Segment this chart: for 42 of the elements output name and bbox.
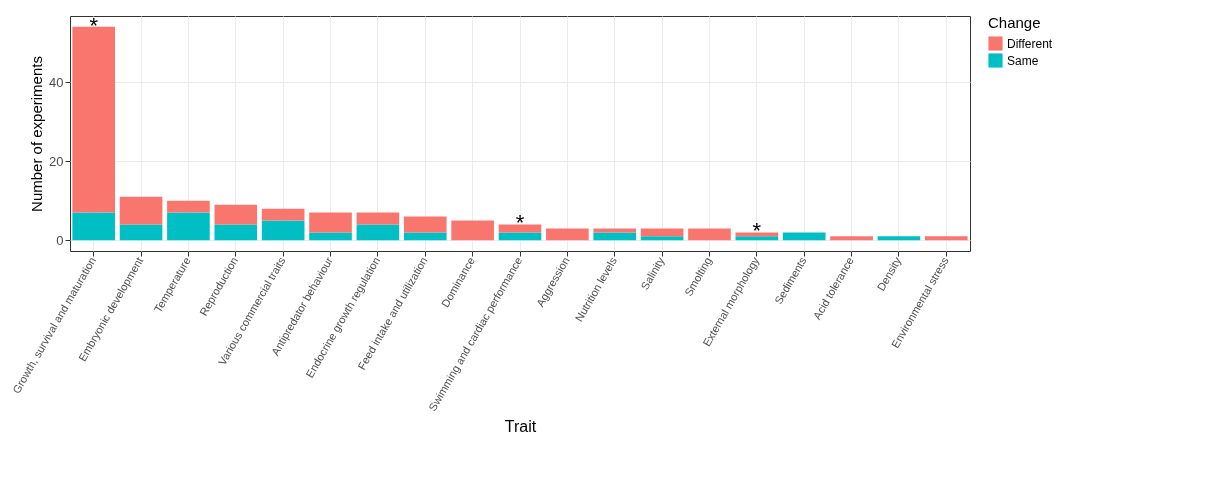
- bar: [72, 26, 115, 213]
- legend-label: Same: [1007, 53, 1039, 68]
- annotation: *: [515, 210, 525, 236]
- bar: [167, 200, 210, 213]
- bar: [830, 236, 873, 241]
- bar: [735, 236, 779, 241]
- bar: [403, 232, 447, 241]
- bar: [546, 228, 589, 241]
- bar: [403, 216, 447, 233]
- legend-label: Different: [1007, 36, 1053, 51]
- bar: [72, 212, 115, 241]
- bar: [261, 220, 305, 241]
- bar: [119, 196, 163, 225]
- bar: [167, 212, 210, 241]
- x-axis-title: Trait: [504, 417, 537, 435]
- bar: [640, 236, 684, 241]
- bar: [593, 232, 637, 241]
- bar: [451, 220, 494, 241]
- bar: [261, 208, 305, 221]
- bar: [356, 212, 400, 225]
- bar: [925, 236, 968, 241]
- bar: [877, 236, 921, 241]
- y-axis-title: Number of experiments: [28, 56, 46, 212]
- bar: [356, 224, 400, 241]
- y-tick-label: 40: [49, 74, 64, 90]
- bar: [214, 224, 258, 241]
- bar: [593, 228, 637, 233]
- bar: [735, 232, 779, 237]
- legend-title: Change: [988, 14, 1041, 31]
- bar: [782, 232, 826, 241]
- annotation: *: [89, 12, 99, 38]
- bar: [498, 224, 542, 233]
- annotation: *: [752, 218, 762, 244]
- bar: [309, 232, 352, 241]
- y-tick-label: 0: [56, 232, 64, 248]
- bar: [214, 204, 258, 225]
- bar: [688, 228, 731, 241]
- bar: [498, 232, 542, 241]
- bar: [119, 224, 163, 241]
- bar: [640, 228, 684, 237]
- bar: [309, 212, 352, 233]
- y-tick-label: 20: [49, 153, 64, 169]
